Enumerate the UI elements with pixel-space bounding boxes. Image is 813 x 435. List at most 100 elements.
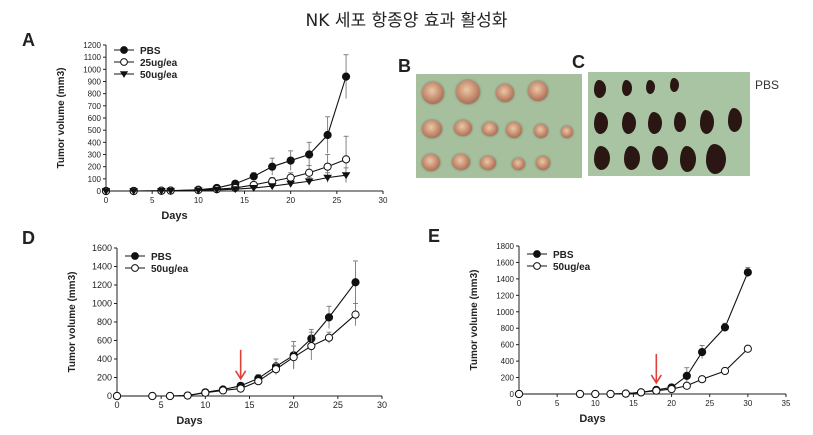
chart-d-data-point [289, 353, 298, 362]
chart-a-legend-label: 50ug/ea [140, 70, 178, 81]
chart-a-data-point [101, 188, 111, 195]
chart-d-y-tick-label: 400 [97, 354, 112, 364]
chart-a-legend-label: PBS [140, 46, 161, 57]
chart-e-data-point [606, 389, 615, 399]
spleen-specimen [594, 80, 606, 98]
chart-e-series-line [519, 348, 749, 395]
chart-d-data-point [148, 391, 157, 401]
spleen-specimen [652, 146, 668, 170]
chart-d-x-tick-label: 15 [244, 400, 254, 410]
chart-d-x-tick-label: 10 [200, 400, 210, 410]
chart-e-data-point [652, 386, 661, 395]
chart-a-data-point [341, 72, 351, 81]
spleen-specimen [706, 144, 726, 174]
chart-d-data-point [351, 310, 360, 319]
chart-d-series-line [117, 281, 356, 397]
chart-e-data-point [720, 323, 730, 332]
spleen-specimen [594, 146, 610, 170]
chart-e-data-point [720, 366, 730, 376]
chart-e-arrow-head [650, 374, 662, 385]
spleen-specimen [728, 108, 742, 132]
chart-d-y-tick-label: 0 [107, 391, 112, 401]
chart-e-y-tick-label: 1800 [496, 242, 514, 251]
tumor-specimen [534, 124, 548, 138]
chart-a-data-point [267, 183, 277, 191]
chart-a-data-point [286, 173, 295, 182]
chart-a-y-tick-label: 0 [97, 187, 102, 196]
chart-d-data-point [324, 313, 334, 322]
tumor-specimen [561, 126, 573, 138]
chart-a-data-point [166, 187, 175, 195]
chart-a-legend-label: 25ug/ea [140, 58, 178, 69]
tumor-specimen [480, 156, 496, 170]
chart-a-data-point [323, 174, 332, 182]
chart-a-data-point [230, 186, 240, 194]
spleen-specimen [646, 80, 655, 94]
chart-e-data-point [697, 375, 707, 384]
chart-a-legend-marker [120, 46, 128, 54]
chart-a-data-point [305, 150, 314, 159]
chart-a-data-point [323, 162, 332, 171]
chart-e-y-tick-label: 800 [501, 324, 515, 333]
spleen-specimen [680, 146, 696, 172]
chart-a-data-point [157, 187, 166, 195]
panel-label-b: B [398, 56, 411, 76]
chart-d-data-point [236, 384, 245, 393]
chart-a-y-tick-label: 600 [88, 114, 102, 123]
chart-a-data-point [341, 172, 351, 180]
chart-d-legend-label: PBS [151, 252, 172, 263]
chart-a-data-point [268, 162, 277, 171]
chart-e-data-point [575, 389, 585, 399]
tumor-specimen [506, 122, 522, 138]
tumor-specimen [422, 154, 440, 171]
chart-a-x-tick-label: 0 [104, 196, 109, 205]
chart-e-x-label: Days [579, 413, 605, 425]
chart-d-data-point [351, 278, 360, 287]
spleen-photo [588, 72, 750, 176]
chart-a-legend-marker [119, 71, 129, 78]
chart-d-y-tick-label: 1200 [92, 280, 112, 290]
chart-e-data-point [743, 344, 752, 353]
chart-d-legend-label: 50ug/ea [151, 264, 189, 275]
chart-e-x-tick-label: 25 [705, 399, 714, 408]
chart-e-data-point [514, 389, 524, 399]
chart-e-legend-marker [533, 262, 541, 270]
tumor-specimen [482, 122, 498, 136]
chart-a-y-tick-label: 900 [88, 78, 102, 87]
spleen-specimen [674, 112, 686, 132]
chart-e-data-point [743, 268, 752, 277]
chart-a-y-tick-label: 800 [88, 90, 102, 99]
chart-a-data-point [129, 188, 139, 195]
spleen-specimen [622, 112, 636, 134]
chart-a-y-tick-label: 500 [88, 126, 102, 135]
chart-d-arrow-head [234, 370, 247, 381]
chart-d-data-point [112, 391, 122, 401]
chart-d-y-tick-label: 600 [97, 336, 112, 346]
chart-e-x-tick-label: 10 [591, 399, 600, 408]
chart-a-x-tick-label: 15 [240, 196, 249, 205]
chart-e-data-point [697, 347, 707, 357]
chart-d-data-point [201, 388, 210, 397]
chart-d-y-tick-label: 800 [97, 317, 112, 327]
chart-a-data-point [212, 186, 222, 194]
chart-a-data-point [194, 187, 203, 195]
chart-a-x-tick-label: 5 [150, 196, 155, 205]
tumor-specimen [496, 84, 514, 102]
chart-a-data-point [286, 180, 295, 188]
spleen-specimen [624, 146, 640, 170]
chart-a-y-tick-label: 200 [88, 163, 102, 172]
chart-a-y-tick-label: 100 [88, 175, 102, 184]
chart-e-y-tick-label: 200 [501, 374, 515, 383]
chart-e-x-tick-label: 5 [555, 399, 560, 408]
chart-e-x-tick-label: 15 [629, 399, 638, 408]
chart-d-data-point [165, 391, 175, 401]
chart-e-series-line [519, 272, 749, 395]
chart-a-y-tick-label: 700 [88, 102, 102, 111]
chart-d-data-point [307, 341, 316, 351]
panel-label-d: D [22, 228, 35, 248]
chart-e-legend-label: PBS [553, 250, 574, 261]
chart-e-data-point [682, 381, 691, 390]
chart-e-legend-label: 50ug/ea [553, 262, 591, 273]
chart-d-x-tick-label: 20 [289, 400, 299, 410]
chart-d-legend-marker [131, 252, 139, 260]
